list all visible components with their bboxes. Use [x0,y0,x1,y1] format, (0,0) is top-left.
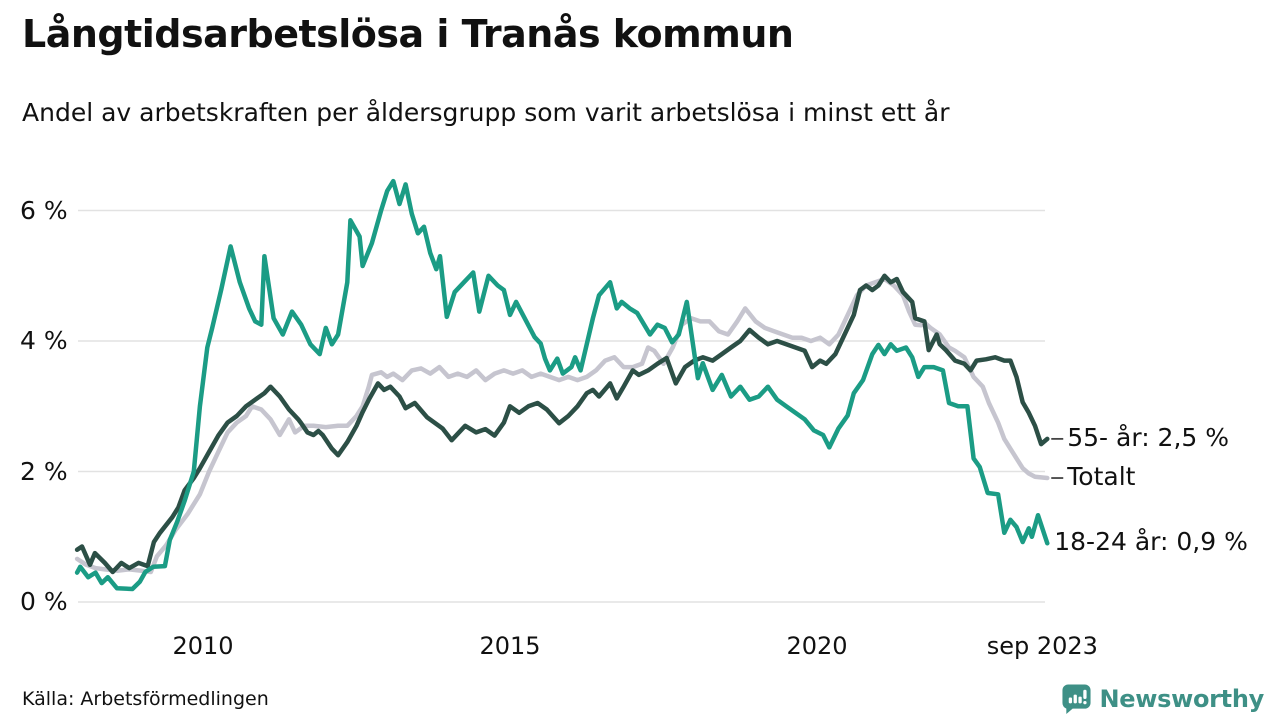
x-tick-label: 2015 [479,632,541,660]
page-title: Långtidsarbetslösa i Tranås kommun [22,12,794,56]
series-line-18-24 år [74,178,1050,592]
x-tick-label: 2010 [172,632,234,660]
y-tick-label: 4 % [20,326,68,355]
newsworthy-logo-text: Newsworthy [1099,684,1264,713]
x-tick-label: 2020 [786,632,848,660]
x-tick-label: sep 2023 [986,632,1098,660]
series-end-label-55- år: 55- år: 2,5 % [1067,422,1230,452]
y-tick-label: 0 % [20,587,68,616]
newsworthy-logo: Newsworthy [1061,683,1264,714]
y-tick-label: 2 % [20,456,68,486]
newsworthy-bubble-icon [1062,684,1092,714]
series-line-Totalt [74,276,1050,575]
series-line-55- år [74,273,1050,575]
series-end-label-18-24 år: 18-24 år: 0,9 % [1054,527,1248,557]
page-subtitle: Andel av arbetskraften per åldersgrupp s… [22,98,950,127]
source-note: Källa: Arbetsförmedlingen [22,688,269,710]
series-end-label-Totalt: Totalt [1067,462,1136,492]
y-tick-label: 6 % [20,195,68,225]
